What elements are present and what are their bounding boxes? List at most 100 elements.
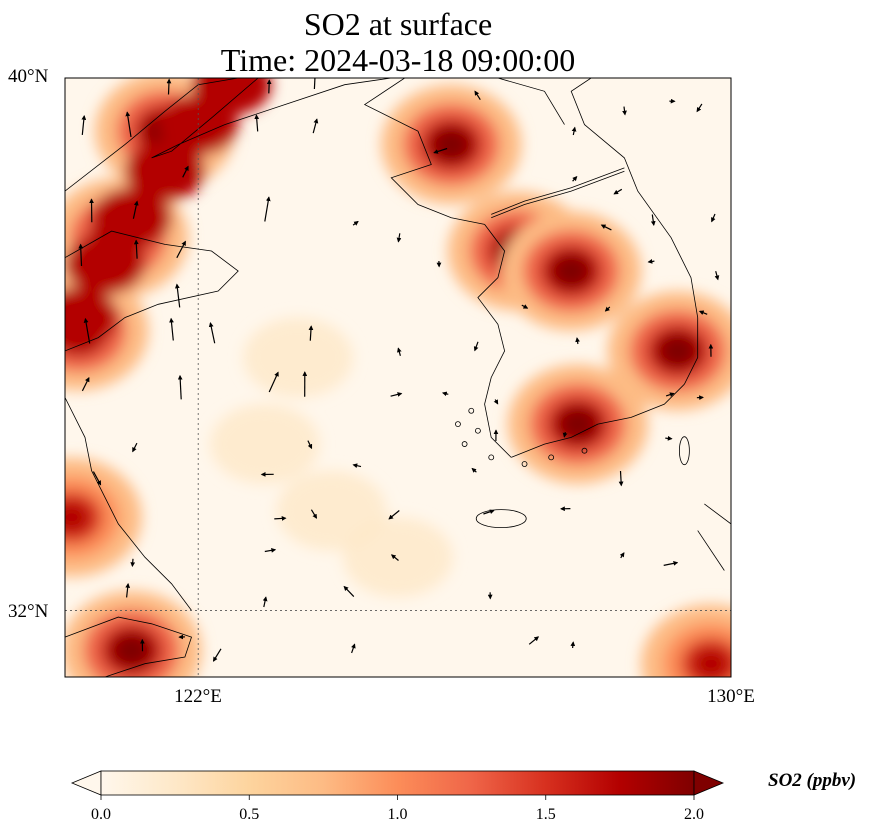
wind-vector-40 bbox=[396, 233, 402, 243]
wind-vector-4 bbox=[81, 376, 90, 392]
coastlines bbox=[65, 78, 731, 677]
wind-vectors bbox=[78, 78, 720, 662]
coastline-8 bbox=[570, 78, 699, 385]
wind-vector-37 bbox=[352, 463, 362, 469]
wind-vector-73 bbox=[665, 435, 673, 441]
island-6 bbox=[455, 421, 461, 427]
wind-vector-41 bbox=[397, 347, 402, 356]
wind-vector-35 bbox=[310, 509, 318, 519]
wind-vector-7 bbox=[132, 200, 139, 219]
wind-vector-68 bbox=[619, 552, 625, 559]
wind-vector-21 bbox=[212, 648, 222, 662]
colorbar-tick-label-2: 1.0 bbox=[387, 806, 408, 823]
wind-vector-6 bbox=[125, 111, 132, 138]
coastline-9 bbox=[491, 170, 625, 219]
wind-vector-76 bbox=[711, 213, 716, 223]
wind-vector-70 bbox=[650, 214, 656, 226]
wind-vector-10 bbox=[130, 558, 136, 568]
wind-vector-28 bbox=[264, 547, 277, 553]
wind-vector-24 bbox=[264, 196, 271, 222]
wind-vector-60 bbox=[562, 431, 568, 438]
map-frame bbox=[64, 77, 732, 678]
wind-vector-77 bbox=[714, 271, 720, 281]
island-2 bbox=[488, 454, 495, 461]
map-svg bbox=[64, 77, 732, 678]
wind-vector-50 bbox=[493, 399, 499, 405]
wind-vector-23 bbox=[254, 114, 260, 132]
wind-vector-45 bbox=[433, 147, 448, 154]
wind-vector-3 bbox=[83, 317, 91, 344]
island-7 bbox=[468, 407, 475, 414]
island-1 bbox=[461, 441, 468, 447]
wind-vector-59 bbox=[575, 337, 580, 345]
so2-hotspot-9 bbox=[65, 501, 90, 533]
colorbar-tick-label-1: 0.5 bbox=[239, 806, 260, 823]
lon-label-122e: 122°E bbox=[174, 686, 222, 707]
wind-vector-13 bbox=[166, 78, 172, 95]
wind-vector-48 bbox=[474, 90, 481, 101]
wind-vector-14 bbox=[182, 165, 189, 178]
island-0 bbox=[475, 427, 481, 434]
wind-vector-55 bbox=[521, 304, 529, 309]
wind-vector-31 bbox=[312, 118, 319, 134]
wind-vector-2 bbox=[78, 243, 84, 267]
wind-vector-8 bbox=[133, 239, 139, 259]
wind-vector-0 bbox=[81, 114, 87, 135]
island-3 bbox=[521, 461, 528, 467]
wind-vector-39 bbox=[351, 643, 356, 654]
wind-vector-30 bbox=[313, 78, 316, 90]
wind-vector-36 bbox=[352, 220, 359, 226]
wind-vector-72 bbox=[665, 392, 675, 397]
colorbar-under-triangle bbox=[70, 770, 102, 796]
wind-vector-5 bbox=[92, 471, 102, 486]
so2-corridor-1 bbox=[65, 234, 145, 295]
kyushu-coast bbox=[697, 503, 731, 571]
so2-background-1 bbox=[209, 404, 320, 485]
wind-vector-64 bbox=[613, 188, 623, 195]
so2-hotspot-8 bbox=[113, 635, 150, 666]
wind-vector-66 bbox=[604, 306, 611, 312]
colorbar-bar bbox=[100, 770, 695, 796]
colorbar-over-triangle bbox=[693, 770, 725, 796]
colorbar-label: SO2 (ppbv) bbox=[768, 770, 857, 791]
wind-vector-38 bbox=[343, 585, 355, 598]
so2-hotspot-10 bbox=[693, 648, 730, 677]
wind-vector-53 bbox=[483, 509, 495, 515]
wind-vector-67 bbox=[618, 470, 624, 487]
coastline-11 bbox=[497, 78, 565, 125]
tsushima-island bbox=[678, 436, 690, 466]
wind-vector-34 bbox=[307, 440, 313, 450]
island-4 bbox=[548, 454, 555, 461]
wind-vector-44 bbox=[390, 554, 399, 561]
coastline-4 bbox=[65, 616, 193, 677]
coastline-0 bbox=[65, 78, 239, 192]
so2-hotspot-6 bbox=[659, 335, 696, 367]
coastline-2 bbox=[65, 230, 239, 352]
lon-label-130e: 130°E bbox=[707, 686, 755, 707]
so2-corridor-2 bbox=[91, 187, 172, 248]
wind-vector-65 bbox=[600, 224, 612, 231]
coastline-7 bbox=[511, 383, 685, 458]
gridlines bbox=[65, 78, 731, 677]
wind-vector-56 bbox=[528, 636, 540, 645]
so2-corridor-5 bbox=[191, 78, 272, 115]
colorbar-tick-label-4: 2.0 bbox=[684, 806, 704, 823]
wind-vector-71 bbox=[647, 259, 655, 264]
wind-vector-43 bbox=[388, 510, 400, 520]
island-5 bbox=[581, 447, 588, 454]
so2-background-3 bbox=[276, 470, 387, 551]
so2-corridor-0 bbox=[65, 287, 119, 348]
so2-hotspot-4 bbox=[553, 255, 590, 287]
wind-vector-78 bbox=[698, 310, 708, 315]
lat-label-40n: 40°N bbox=[8, 66, 49, 87]
wind-vector-27 bbox=[274, 516, 287, 521]
coastline-10 bbox=[491, 167, 625, 215]
so2-corridor-3 bbox=[124, 141, 205, 202]
wind-vector-62 bbox=[570, 641, 576, 649]
wind-vector-49 bbox=[473, 341, 479, 352]
wind-vector-29 bbox=[262, 596, 268, 608]
wind-vector-15 bbox=[176, 240, 186, 259]
wind-vector-58 bbox=[572, 175, 578, 182]
wind-vector-42 bbox=[390, 392, 403, 397]
wind-vector-75 bbox=[696, 103, 703, 113]
